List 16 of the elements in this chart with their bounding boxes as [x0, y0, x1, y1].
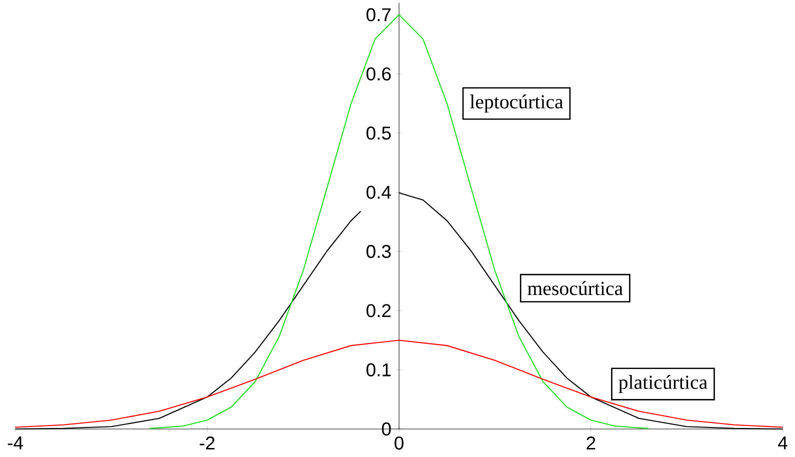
y-tick-label: 0.6 — [366, 68, 391, 81]
y-tick-label: 0.1 — [366, 363, 391, 377]
y-tick-label: 0.3 — [366, 245, 391, 258]
y-tick-label: 0.4 — [366, 186, 391, 199]
x-tick-label: 2 — [586, 436, 596, 450]
y-tick-label: 0.7 — [366, 8, 391, 22]
x-tick-label: -2 — [200, 436, 214, 450]
x-tick-label: 4 — [778, 436, 788, 450]
y-tick-label: 0 — [382, 422, 391, 436]
x-tick-label: -4 — [8, 436, 23, 450]
y-tick-label: 0.5 — [366, 126, 391, 140]
annotation: mesocúrtica — [528, 281, 623, 296]
x-tick-label: 0 — [394, 436, 404, 450]
annotation: platicúrtica — [618, 375, 708, 394]
annotation: leptocúrtica — [470, 94, 564, 113]
y-tick-label: 0.2 — [366, 304, 391, 318]
